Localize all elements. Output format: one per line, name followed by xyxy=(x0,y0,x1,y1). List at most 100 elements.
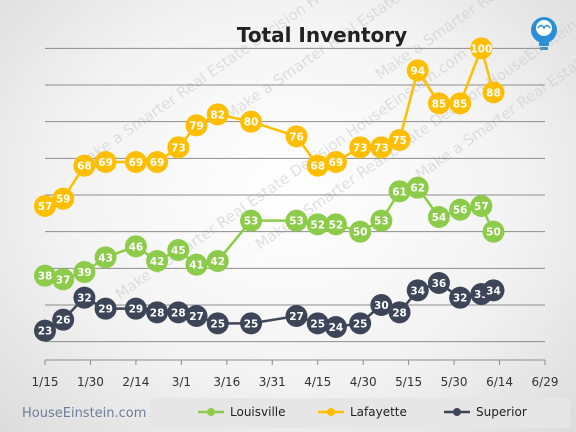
data-label: 54 xyxy=(432,212,447,224)
x-tick-label: 3/16 xyxy=(213,375,240,389)
x-tick-label: 3/31 xyxy=(259,375,286,389)
data-point xyxy=(167,136,190,159)
data-point xyxy=(285,125,308,148)
data-point xyxy=(146,250,169,272)
data-point xyxy=(124,151,147,173)
x-tick-label: 4/30 xyxy=(350,375,377,389)
data-point xyxy=(388,301,411,324)
data-point xyxy=(285,305,308,327)
data-label: 45 xyxy=(171,245,186,257)
data-point xyxy=(94,151,117,173)
data-point xyxy=(324,316,347,338)
x-tick-label: 1/30 xyxy=(77,375,104,389)
data-label: 53 xyxy=(374,216,389,228)
data-point xyxy=(73,286,96,309)
data-label: 100 xyxy=(470,43,492,55)
data-point xyxy=(388,129,411,151)
x-tick-label: 1/15 xyxy=(32,375,59,389)
data-label: 69 xyxy=(329,157,344,169)
x-tick-label: 2/14 xyxy=(122,375,149,389)
data-label: 68 xyxy=(310,161,325,173)
data-point xyxy=(124,297,147,320)
data-label: 24 xyxy=(329,322,344,334)
data-label: 73 xyxy=(374,142,389,154)
data-point xyxy=(470,37,493,60)
data-label: 27 xyxy=(189,311,204,323)
data-point xyxy=(52,308,75,331)
data-label: 75 xyxy=(392,135,407,147)
data-label: 62 xyxy=(410,183,425,195)
data-point xyxy=(240,110,263,133)
data-label: 28 xyxy=(392,307,407,319)
data-point xyxy=(34,195,56,217)
data-point xyxy=(94,246,117,269)
data-point xyxy=(406,59,429,82)
data-label: 36 xyxy=(432,278,447,290)
legend-label: Lafayette xyxy=(350,405,407,419)
data-label: 82 xyxy=(210,109,225,121)
data-label: 43 xyxy=(98,252,113,264)
data-label: 69 xyxy=(129,157,144,169)
data-label: 57 xyxy=(38,201,53,213)
data-point xyxy=(449,92,472,115)
site-name: HouseEinstein.com xyxy=(22,406,146,421)
data-point xyxy=(449,286,472,309)
legend-label: Louisville xyxy=(230,405,286,419)
data-point xyxy=(285,209,308,232)
data-point xyxy=(388,180,411,203)
data-point xyxy=(206,103,229,126)
data-label: 28 xyxy=(150,307,165,319)
legend-marker xyxy=(327,408,335,416)
data-label: 52 xyxy=(329,219,344,231)
grid xyxy=(45,47,545,343)
x-tick-label: 3/1 xyxy=(172,375,191,389)
data-point xyxy=(34,319,56,342)
data-point xyxy=(482,279,505,302)
data-point xyxy=(427,206,450,228)
data-label: 41 xyxy=(189,260,204,272)
legend-marker xyxy=(207,408,215,416)
data-point xyxy=(73,261,96,283)
data-label: 85 xyxy=(432,98,447,110)
data-point xyxy=(306,154,329,177)
data-label: 25 xyxy=(244,318,259,330)
lightbulb-brain-icon xyxy=(531,17,557,50)
data-point xyxy=(146,301,169,324)
data-point xyxy=(406,176,429,199)
data-label: 79 xyxy=(189,120,204,132)
data-point xyxy=(185,114,208,137)
x-tick-label: 6/14 xyxy=(486,375,513,389)
data-label: 37 xyxy=(56,274,71,286)
data-label: 23 xyxy=(38,326,53,338)
data-point xyxy=(482,81,505,104)
data-point xyxy=(370,294,393,316)
data-point xyxy=(206,312,229,335)
data-label: 39 xyxy=(77,267,92,279)
data-point xyxy=(240,312,263,335)
data-label: 29 xyxy=(129,304,144,316)
data-label: 94 xyxy=(410,65,425,77)
data-label: 50 xyxy=(353,227,368,239)
data-point xyxy=(34,264,56,287)
data-point xyxy=(185,253,208,276)
data-label: 42 xyxy=(210,256,225,268)
data-point xyxy=(370,209,393,232)
data-point xyxy=(185,305,208,327)
data-point xyxy=(146,151,169,173)
legend-label: Superior xyxy=(476,405,527,419)
data-point xyxy=(406,279,429,302)
data-point xyxy=(349,220,372,243)
data-label: 26 xyxy=(56,315,71,327)
data-point xyxy=(449,198,472,221)
data-point xyxy=(124,235,147,258)
x-tick-label: 5/15 xyxy=(395,375,422,389)
data-point xyxy=(427,92,450,115)
data-label: 50 xyxy=(486,227,501,239)
data-label: 61 xyxy=(392,186,407,198)
data-label: 59 xyxy=(56,194,71,206)
data-label: 73 xyxy=(353,142,368,154)
data-label: 34 xyxy=(410,285,425,297)
data-label: 28 xyxy=(171,307,186,319)
data-label: 68 xyxy=(77,161,92,173)
